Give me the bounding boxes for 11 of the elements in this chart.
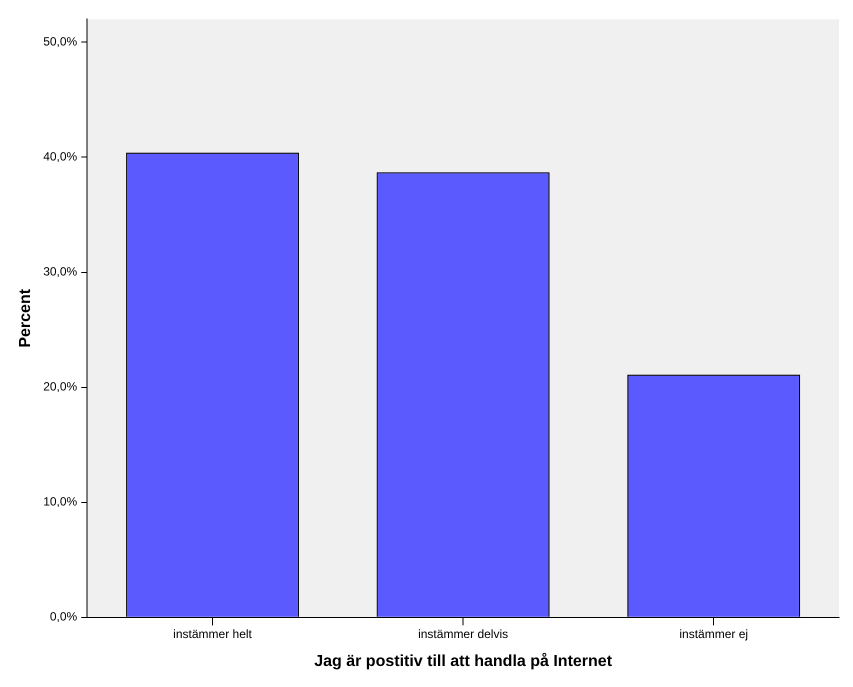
y-tick-label: 10,0% — [43, 494, 78, 509]
x-tick-label: instämmer ej — [679, 626, 748, 641]
y-tick-label: 20,0% — [43, 380, 78, 394]
y-tick-label: 30,0% — [43, 264, 78, 279]
y-tick-label: 0,0% — [50, 610, 78, 624]
x-tick-label: instämmer delvis — [418, 626, 508, 641]
y-axis-title: Percent — [17, 288, 34, 348]
y-tick-label: 40,0% — [43, 150, 78, 164]
y-tick-label: 50,0% — [43, 34, 78, 49]
x-tick-label: instämmer helt — [173, 626, 253, 641]
x-axis-title: Jag är postitiv till att handla på Internet — [314, 652, 613, 670]
